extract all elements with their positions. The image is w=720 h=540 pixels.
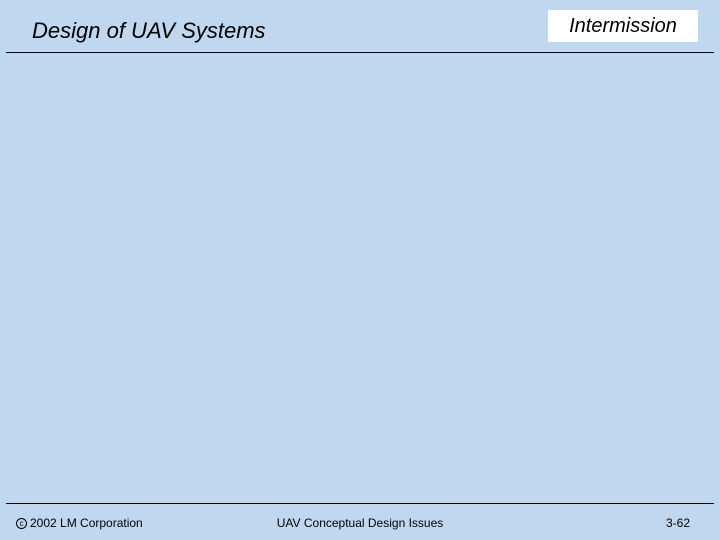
footer-divider — [6, 503, 714, 504]
slide-title: Design of UAV Systems — [32, 18, 266, 44]
page-number: 3-62 — [666, 516, 690, 530]
header-divider — [6, 52, 714, 53]
badge-text: Intermission — [569, 15, 677, 38]
intermission-badge: Intermission — [548, 10, 698, 42]
footer-region: c2002 LM Corporation UAV Conceptual Desi… — [0, 506, 720, 540]
footer-center-text: UAV Conceptual Design Issues — [0, 516, 720, 530]
header-region: Design of UAV Systems Intermission — [0, 0, 720, 54]
